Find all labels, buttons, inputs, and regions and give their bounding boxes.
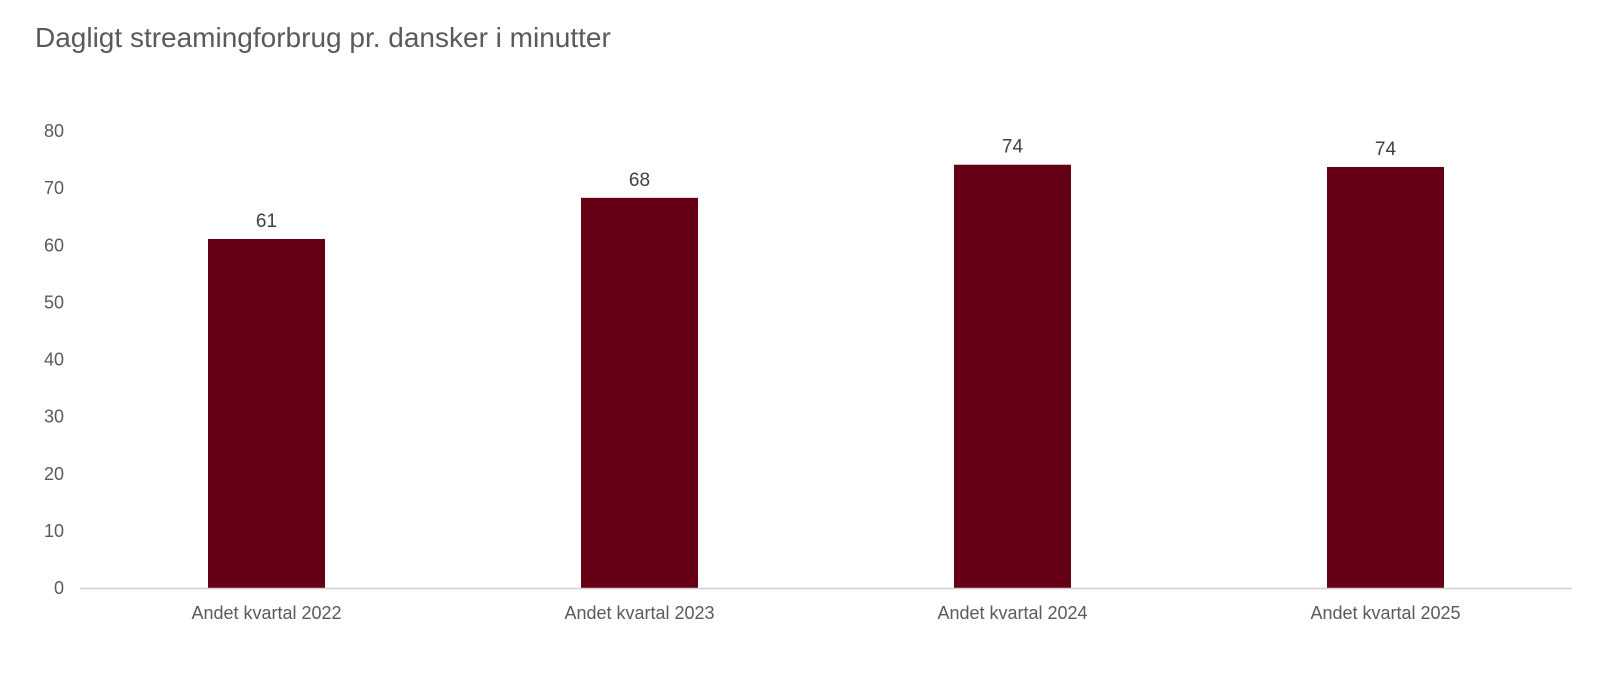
x-tick-label: Andet kvartal 2024	[937, 603, 1087, 623]
x-tick-label: Andet kvartal 2023	[564, 603, 714, 623]
y-tick-label: 10	[44, 521, 64, 541]
data-labels: 61 68 74 74	[256, 137, 1397, 232]
data-label: 61	[256, 211, 277, 232]
bar	[208, 238, 325, 588]
bar	[954, 164, 1071, 589]
y-tick-label: 20	[44, 464, 64, 484]
y-tick-label: 40	[44, 350, 64, 370]
bar	[1327, 166, 1444, 588]
data-label: 74	[1375, 139, 1397, 160]
y-tick-label: 70	[44, 178, 64, 198]
x-axis-ticks: Andet kvartal 2022 Andet kvartal 2023 Ande…	[191, 603, 1460, 623]
x-tick-label: Andet kvartal 2022	[191, 603, 341, 623]
y-tick-label: 30	[44, 407, 64, 427]
y-tick-label: 60	[44, 235, 64, 255]
y-tick-label: 50	[44, 292, 64, 312]
bars	[208, 164, 1444, 589]
y-tick-label: 0	[54, 578, 64, 598]
bar	[581, 197, 698, 588]
y-axis-ticks: 0 10 20 30 40 50 60 70 80	[44, 121, 64, 598]
x-tick-label: Andet kvartal 2025	[1310, 603, 1460, 623]
chart-title: Dagligt streamingforbrug pr. dansker i m…	[35, 22, 611, 53]
data-label: 68	[629, 170, 650, 191]
data-label: 74	[1002, 137, 1024, 158]
y-tick-label: 80	[44, 121, 64, 141]
